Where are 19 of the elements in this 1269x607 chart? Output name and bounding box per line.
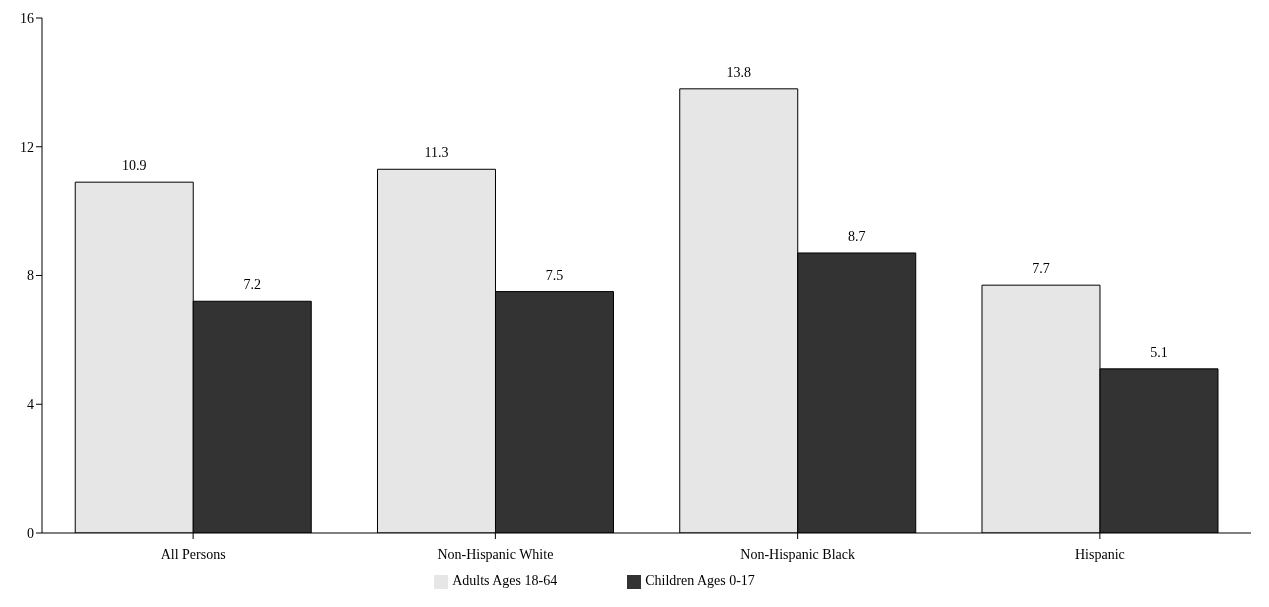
x-tick-label: All Persons: [160, 546, 226, 562]
legend-label: Children Ages 0-17: [645, 573, 755, 588]
y-tick-label: 8: [27, 268, 34, 284]
data-label: 7.2: [243, 277, 261, 293]
legend-label: Adults Ages 18-64: [452, 573, 558, 588]
data-label: 10.9: [122, 158, 147, 174]
data-label: 13.8: [726, 64, 751, 80]
x-tick-label: Hispanic: [1074, 546, 1125, 562]
y-tick-label: 16: [20, 10, 34, 26]
data-label: 8.7: [848, 228, 866, 244]
x-tick-label: Non-Hispanic White: [437, 546, 554, 562]
y-tick-label: 0: [27, 525, 34, 541]
data-label: 5.1: [1150, 344, 1168, 360]
data-label: 7.5: [545, 267, 564, 283]
y-tick-label: 4: [27, 397, 34, 413]
x-tick-label: Non-Hispanic Black: [740, 546, 855, 562]
data-label: 7.7: [1032, 261, 1050, 277]
data-label: 11.3: [424, 145, 449, 161]
y-tick-label: 12: [20, 139, 34, 155]
